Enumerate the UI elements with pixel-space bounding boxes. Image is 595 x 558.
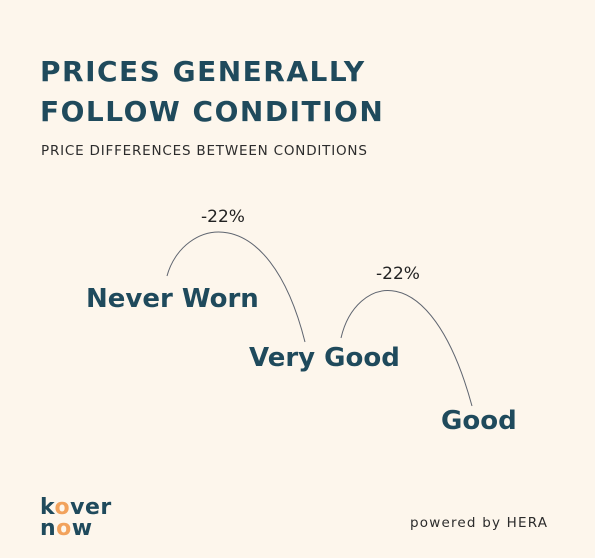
arc-never-worn-to-very-good (166, 231, 306, 343)
logo-line-2: now (40, 516, 93, 541)
subtitle: PRICE DIFFERENCES BETWEEN CONDITIONS (41, 143, 368, 159)
logo-line-1: kover (40, 495, 112, 520)
page-title: PRICES GENERALLY FOLLOW CONDITION (40, 52, 384, 132)
transition-label-1: -22% (201, 207, 245, 227)
arc-very-good-to-good (340, 290, 473, 407)
powered-by-footer: powered by HERA (410, 515, 549, 531)
stage-good: Good (441, 406, 517, 436)
title-line-1: PRICES GENERALLY (40, 55, 366, 88)
stage-very-good: Very Good (249, 343, 400, 373)
title-line-2: FOLLOW CONDITION (40, 95, 385, 128)
kovernow-logo: kover now (40, 495, 112, 541)
stage-never-worn: Never Worn (86, 284, 259, 314)
transition-label-2: -22% (376, 264, 420, 284)
